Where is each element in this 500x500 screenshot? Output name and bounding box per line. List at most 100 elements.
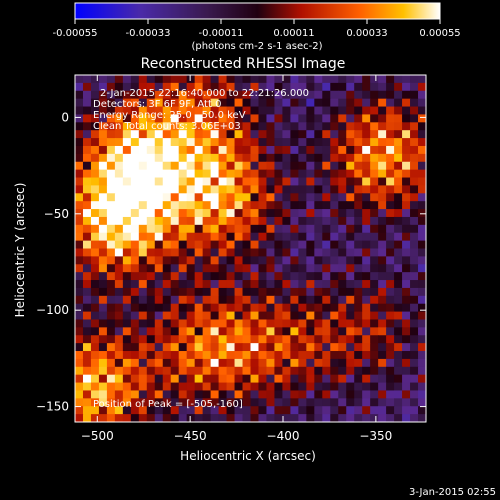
heatmap-cell — [138, 177, 148, 187]
heatmap-cell — [162, 106, 172, 116]
heatmap-cell — [170, 319, 180, 328]
heatmap-cell — [122, 406, 132, 415]
heatmap-cell — [298, 114, 307, 123]
heatmap-cell — [154, 406, 164, 415]
heatmap-cell — [250, 98, 260, 108]
heatmap-cell — [410, 161, 419, 171]
heatmap-cell — [306, 295, 315, 305]
heatmap-cell — [162, 201, 172, 210]
heatmap-cell — [138, 327, 148, 336]
heatmap-cell — [75, 138, 84, 147]
heatmap-cell — [370, 185, 379, 194]
heatmap-cell — [322, 264, 331, 273]
heatmap-cell — [258, 414, 268, 422]
heatmap-cell — [90, 256, 100, 265]
heatmap-cell — [338, 287, 347, 297]
heatmap-cell — [242, 161, 252, 171]
heatmap-cell — [226, 193, 236, 202]
heatmap-cell — [354, 358, 363, 368]
heatmap-cell — [314, 209, 323, 218]
heatmap-cell — [82, 390, 92, 399]
heatmap-cell — [274, 185, 284, 194]
heatmap-cell — [354, 351, 363, 360]
heatmap-cell — [418, 248, 426, 257]
heatmap-cell — [410, 343, 419, 352]
heatmap-cell — [122, 209, 132, 218]
heatmap-cell — [290, 303, 299, 313]
heatmap-cell — [210, 75, 220, 84]
heatmap-cell — [410, 201, 419, 210]
heatmap-cell — [378, 358, 387, 368]
heatmap-cell — [130, 366, 140, 376]
heatmap-cell — [410, 82, 419, 92]
heatmap-cell — [306, 264, 315, 273]
heatmap-cell — [290, 193, 299, 202]
heatmap-cell — [346, 240, 355, 250]
heatmap-cell — [154, 145, 164, 155]
heatmap-cell — [154, 272, 164, 281]
heatmap-cell — [226, 398, 236, 407]
heatmap-cell — [82, 130, 92, 139]
heatmap-cell — [346, 256, 355, 265]
heatmap-cell — [75, 224, 84, 234]
heatmap-cell — [370, 366, 379, 376]
heatmap-cell — [306, 224, 315, 234]
heatmap-cell — [202, 358, 212, 368]
heatmap-cell — [306, 153, 315, 163]
heatmap-cell — [314, 264, 323, 273]
heatmap-cell — [178, 193, 188, 202]
heatmap-cell — [146, 374, 156, 384]
heatmap-cell — [378, 311, 387, 321]
heatmap-cell — [218, 414, 228, 422]
heatmap-cell — [122, 319, 132, 328]
heatmap-cell — [266, 256, 276, 265]
heatmap-cell — [242, 98, 252, 108]
heatmap-cell — [282, 311, 291, 321]
heatmap-cell — [75, 335, 84, 344]
heatmap-cell — [314, 295, 323, 305]
heatmap-cell — [274, 311, 284, 321]
heatmap-cell — [266, 398, 276, 407]
heatmap-cell — [106, 335, 116, 344]
heatmap-cell — [98, 280, 108, 289]
heatmap-cell — [90, 240, 100, 250]
heatmap-cell — [138, 232, 148, 242]
heatmap-cell — [378, 90, 387, 100]
heatmap-cell — [90, 90, 100, 100]
heatmap-cell — [234, 319, 244, 328]
heatmap-cell — [282, 145, 291, 155]
heatmap-cell — [402, 106, 411, 116]
heatmap-cell — [378, 343, 387, 352]
heatmap-cell — [186, 153, 196, 163]
heatmap-cell — [138, 201, 148, 210]
heatmap-cell — [370, 201, 379, 210]
heatmap-cell — [234, 114, 244, 123]
heatmap-cell — [154, 366, 164, 376]
heatmap-cell — [130, 161, 140, 171]
heatmap-cell — [226, 295, 236, 305]
heatmap-cell — [106, 303, 116, 313]
heatmap-cell — [290, 264, 299, 273]
heatmap-cell — [75, 374, 84, 384]
heatmap-cell — [202, 311, 212, 321]
heatmap-cell — [386, 343, 395, 352]
heatmap-cell — [218, 343, 228, 352]
heatmap-cell — [106, 232, 116, 242]
heatmap-cell — [90, 216, 100, 226]
heatmap-cell — [394, 335, 403, 344]
heatmap-cell — [330, 303, 339, 313]
heatmap-cell — [178, 114, 188, 123]
heatmap-cell — [226, 272, 236, 281]
heatmap-cell — [90, 122, 100, 131]
heatmap-cell — [306, 98, 315, 108]
heatmap-cell — [130, 390, 140, 399]
heatmap-cell — [354, 122, 363, 131]
heatmap-cell — [122, 75, 132, 84]
heatmap-cell — [114, 224, 124, 234]
heatmap-cell — [314, 366, 323, 376]
heatmap-cell — [162, 130, 172, 139]
heatmap-cell — [186, 303, 196, 313]
heatmap-cell — [394, 90, 403, 100]
heatmap-cell — [322, 295, 331, 305]
heatmap-cell — [258, 287, 268, 297]
